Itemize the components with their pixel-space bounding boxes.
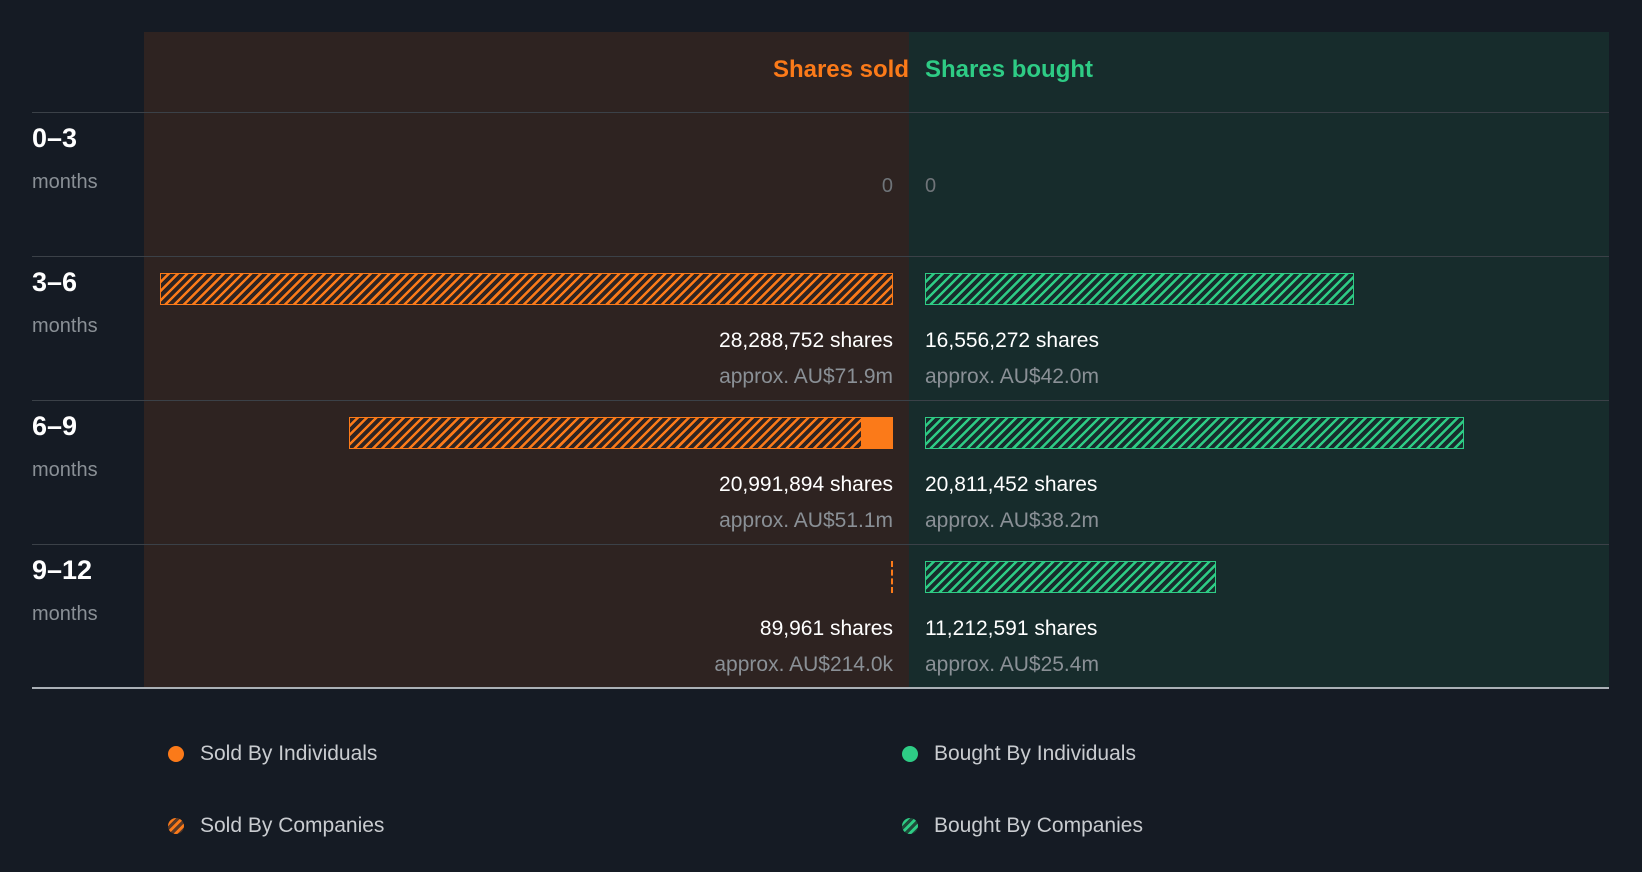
period-unit: months <box>32 603 98 625</box>
period-label: 9–12 <box>32 555 93 585</box>
bought-value: approx. AU$42.0m <box>925 365 1099 388</box>
legend-sold-individuals: Sold By Individuals <box>168 742 377 766</box>
legend-label: Sold By Individuals <box>200 742 378 765</box>
sold-shares: 89,961 shares <box>759 617 893 640</box>
period-unit: months <box>32 315 98 337</box>
bought-bar <box>925 417 1465 449</box>
sold-bar <box>160 273 893 305</box>
solid-green-dot-icon <box>902 746 918 762</box>
solid-orange-dot-icon <box>168 746 184 762</box>
sold-individuals-bar <box>860 418 892 448</box>
period-row: 9–12 months 89,961 shares approx. AU$214.… <box>32 544 1609 688</box>
sold-value: approx. AU$71.9m <box>719 365 893 388</box>
bought-bar <box>925 561 1216 593</box>
sold-zero: 0 <box>881 175 893 197</box>
hatched-orange-dot-icon <box>168 818 184 834</box>
period-row: 3–6 months 28,288,752 shares approx. AU$7… <box>32 256 1609 400</box>
bought-shares: 20,811,452 shares <box>925 473 1098 496</box>
legend-bought-individuals: Bought By Individuals <box>902 742 1136 766</box>
period-row: 0–3 months 0 0 <box>32 112 1609 256</box>
bought-zero: 0 <box>925 175 937 197</box>
period-label: 6–9 <box>32 411 78 441</box>
legend-sold-companies: Sold By Companies <box>168 814 384 838</box>
hatched-green-dot-icon <box>902 818 918 834</box>
sold-shares: 20,991,894 shares <box>719 473 893 496</box>
period-label: 3–6 <box>32 267 78 297</box>
legend-label: Bought By Companies <box>934 814 1143 837</box>
period-row: 6–9 months 20,991,894 shares approx. AU$5… <box>32 400 1609 544</box>
sold-bar <box>891 561 893 593</box>
baseline <box>32 687 1609 689</box>
legend-bought-companies: Bought By Companies <box>902 814 1143 838</box>
sold-column-bg <box>144 32 909 687</box>
sold-shares: 28,288,752 shares <box>719 329 893 352</box>
period-label: 0–3 <box>32 123 78 153</box>
bought-value: approx. AU$25.4m <box>925 653 1099 676</box>
period-unit: months <box>32 459 98 481</box>
bought-value: approx. AU$38.2m <box>925 509 1099 532</box>
bought-shares: 11,212,591 shares <box>925 617 1098 640</box>
legend-label: Bought By Individuals <box>934 742 1136 765</box>
shares-sold-header: Shares sold <box>772 56 909 83</box>
bought-bar <box>925 273 1354 305</box>
legend-label: Sold By Companies <box>200 814 385 837</box>
sold-bar <box>349 417 893 449</box>
sold-value: approx. AU$214.0k <box>714 653 893 676</box>
bought-shares: 16,556,272 shares <box>925 329 1099 352</box>
period-unit: months <box>32 171 98 193</box>
sold-value: approx. AU$51.1m <box>719 509 893 532</box>
shares-bought-header: Shares bought <box>925 56 1094 83</box>
